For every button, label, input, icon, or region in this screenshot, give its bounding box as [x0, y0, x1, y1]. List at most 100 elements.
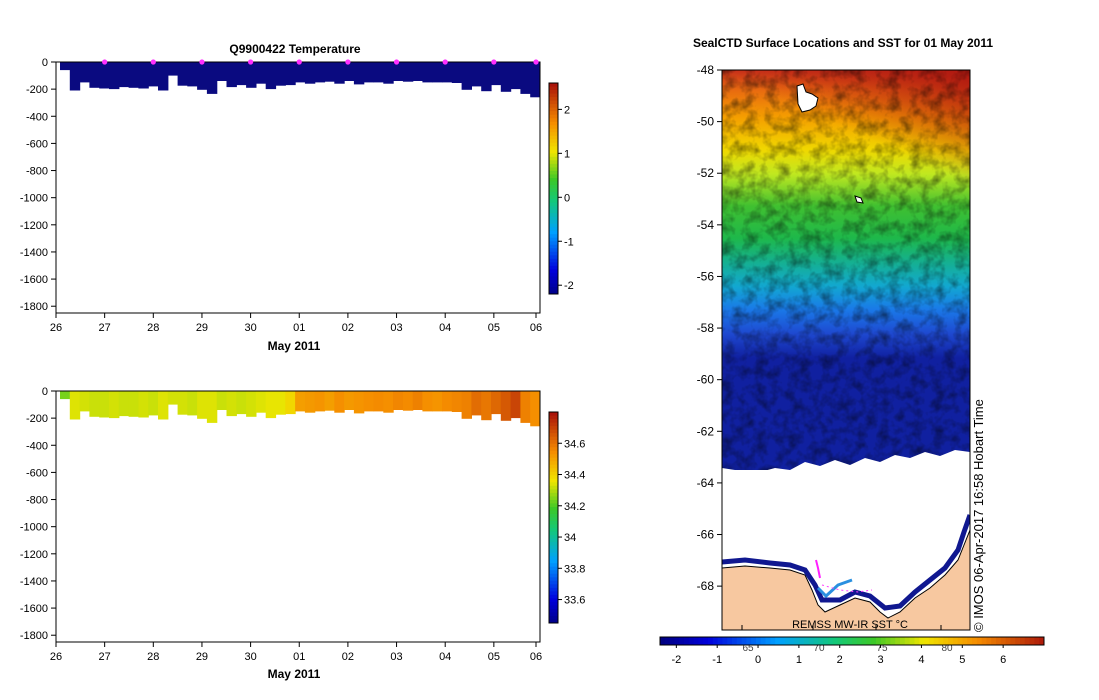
profile-bar	[344, 62, 355, 81]
profile-bar	[500, 391, 512, 421]
colorbar-swatch	[549, 227, 558, 232]
salinity-plot-frame	[55, 390, 541, 643]
profile-bar	[177, 62, 188, 86]
temperature-plot-frame	[55, 61, 541, 314]
sst-colorbar-swatch	[717, 637, 723, 645]
profile-bar	[236, 62, 247, 86]
y-tick-label: -400	[26, 440, 48, 452]
seal-positions-north	[796, 83, 819, 113]
colorbar-swatch	[549, 524, 558, 529]
profile-bar	[412, 391, 424, 410]
x-tick-label: 01	[293, 651, 305, 663]
sst-colorbar-swatch	[1020, 637, 1026, 645]
profile-bar	[530, 62, 540, 98]
colorbar-swatch	[549, 251, 558, 256]
profile-bar	[275, 391, 286, 415]
sst-colorbar-swatch	[904, 637, 911, 645]
profile-bar	[206, 62, 218, 94]
y-tick-label: -200	[26, 84, 48, 96]
x-tick-label: 03	[390, 322, 402, 334]
colorbar-swatch	[549, 591, 558, 596]
sst-colorbar-swatch	[928, 637, 935, 645]
colorbar-swatch	[549, 142, 558, 147]
colorbar-swatch	[549, 93, 558, 98]
sst-colorbar-swatch	[684, 637, 690, 645]
colorbar-swatch	[549, 241, 558, 246]
colorbar-tick-label: 33.8	[564, 563, 585, 575]
profile-bar	[314, 391, 326, 412]
colorbar-swatch	[549, 503, 558, 508]
colorbar-swatch	[549, 209, 558, 214]
surface-marker	[491, 59, 497, 65]
sst-colorbar-tick-label: 4	[918, 654, 924, 666]
sst-colorbar-swatch	[732, 637, 738, 645]
colorbar-swatch	[549, 608, 558, 613]
profile-bar	[167, 391, 179, 405]
x-tick-label: 28	[147, 651, 159, 663]
sst-colorbar-swatch	[760, 637, 767, 645]
x-tick-label: 04	[439, 322, 451, 334]
profile-bar	[285, 62, 296, 86]
sst-map-frame	[721, 69, 971, 631]
sst-colorbar-tick-label: 2	[837, 654, 843, 666]
y-tick-label: -800	[26, 166, 48, 178]
sst-colorbar-swatch	[890, 637, 896, 645]
sst-colorbar-swatch	[976, 637, 983, 645]
sst-colorbar-swatch	[986, 637, 992, 645]
y-tick-label: -1600	[20, 274, 48, 286]
surface-marker	[102, 59, 108, 65]
x-tick-label: 02	[342, 322, 354, 334]
profile-bar	[324, 391, 335, 411]
colorbar-frame	[548, 411, 559, 624]
sst-colorbar-swatch	[991, 637, 997, 645]
profile-bar	[383, 62, 394, 84]
colorbar-swatch	[549, 167, 558, 172]
colorbar-swatch	[549, 549, 558, 554]
colorbar-swatch	[549, 531, 558, 536]
colorbar-tick-label: -1	[564, 236, 574, 248]
colorbar-swatch	[549, 195, 558, 200]
colorbar-swatch	[549, 255, 558, 260]
colorbar-swatch	[549, 202, 558, 207]
profile-bar	[530, 391, 540, 427]
x-tick-label: 05	[488, 322, 500, 334]
sst-colorbar-swatch	[736, 637, 743, 645]
profile-bar	[99, 391, 110, 418]
sst-colorbar-swatch	[789, 637, 795, 645]
sst-colorbar-swatch	[943, 637, 949, 645]
sst-map-panel: SealCTD Surface Locations and SST for 01…	[659, 36, 1045, 666]
profile-bar	[451, 391, 463, 412]
y-tick-label: -1800	[20, 301, 48, 313]
profile-bar	[402, 62, 414, 82]
y-tick-label: -1000	[20, 193, 48, 205]
colorbar-swatch	[549, 496, 558, 501]
colorbar-swatch	[549, 464, 558, 469]
colorbar-tick-label: 0	[564, 192, 570, 204]
colorbar-swatch	[549, 97, 558, 102]
sst-colorbar-swatch	[708, 637, 714, 645]
surface-marker	[442, 59, 448, 65]
y-tick-label: -800	[26, 495, 48, 507]
profile-bar	[363, 391, 375, 412]
sst-colorbar-swatch	[957, 637, 963, 645]
colorbar-swatch	[549, 83, 558, 88]
sst-colorbar-swatch	[804, 637, 810, 645]
colorbar-swatch	[549, 422, 558, 427]
colorbar-swatch	[549, 542, 558, 547]
colorbar-swatch	[549, 482, 558, 487]
colorbar-swatch	[549, 111, 558, 116]
sst-colorbar-swatch	[669, 637, 675, 645]
profile-bar	[373, 391, 384, 412]
profile-bar	[197, 391, 208, 419]
sst-texture	[722, 70, 970, 470]
y-tick-label: -1200	[20, 549, 48, 561]
colorbar-swatch	[549, 223, 558, 228]
colorbar-swatch	[549, 612, 558, 617]
colorbar-swatch	[549, 262, 558, 267]
colorbar-swatch	[549, 160, 558, 165]
colorbar-swatch	[549, 90, 558, 95]
sst-colorbar-tick-label: 3	[878, 654, 884, 666]
colorbar-swatch	[549, 104, 558, 109]
colorbar-swatch	[549, 100, 558, 105]
profile-bar	[491, 391, 502, 415]
